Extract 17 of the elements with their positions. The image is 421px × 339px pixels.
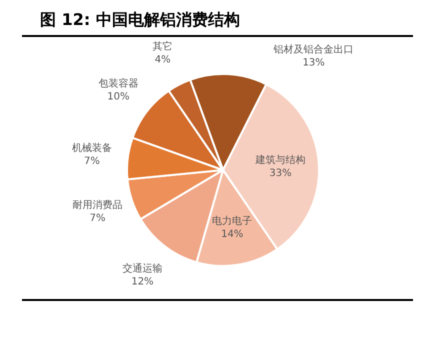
data-label: 13% [302,58,325,69]
slice-label: 耐用消费品 [72,199,123,212]
slice-label: 包装容器 [98,77,138,90]
data-label: 4% [154,54,171,66]
slice-label: 机械装备 [72,142,112,154]
chart-title: 图 12: 中国电解铝消费结构 [22,8,413,37]
data-label: 14% [221,228,244,240]
data-label: 12% [131,276,154,288]
slice-label: 电力电子 [212,214,252,227]
slice-label: 交通运输 [122,262,162,275]
slice-label: 建筑与结构 [254,154,306,166]
data-label: 10% [107,91,130,102]
slice-label: 其它 [152,40,173,53]
data-label: 33% [269,168,292,180]
data-label: 7% [90,213,106,224]
data-label: 7% [84,156,100,167]
slice-label: 铝材及铝合金出口 [272,44,354,56]
